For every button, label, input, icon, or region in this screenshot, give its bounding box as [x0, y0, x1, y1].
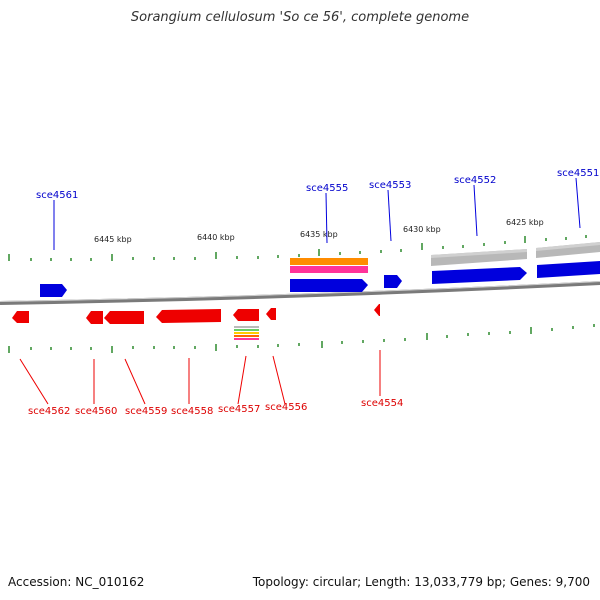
gene-sce4556 — [266, 308, 276, 320]
map-title: Sorangium cellulosum 'So ce 56', complet… — [130, 10, 470, 25]
orange-feature — [290, 258, 368, 265]
gene-label: sce4553 — [369, 180, 411, 191]
gene-label: sce4560 — [75, 406, 117, 417]
gene-label: sce4558 — [171, 406, 213, 417]
gene-sce4555 — [290, 279, 368, 292]
feature-stack — [234, 326, 259, 340]
accession-text: Accession: NC_010162 — [8, 575, 145, 589]
gene-label: sce4559 — [125, 406, 167, 417]
chromosome-backbone — [0, 281, 600, 305]
lower-ticks — [8, 324, 595, 353]
ruler-label: 6430 kbp — [403, 225, 441, 234]
gene-sce4551 — [537, 261, 600, 278]
ruler-label: 6425 kbp — [506, 218, 544, 227]
gene-sce4558 — [156, 309, 221, 323]
reverse-genes — [12, 304, 380, 324]
gene-sce4557 — [233, 309, 259, 321]
gene-label: sce4556 — [265, 402, 307, 413]
upper-ticks — [8, 235, 587, 261]
genome-summary-text: Topology: circular; Length: 13,033,779 b… — [252, 575, 590, 589]
ruler-label: 6445 kbp — [94, 235, 132, 244]
gene-label: sce4552 — [454, 175, 496, 186]
forward-genes — [40, 261, 600, 297]
gene-label: sce4562 — [28, 406, 70, 417]
feature-track-grey — [431, 242, 600, 266]
gene-sce4554 — [374, 304, 380, 316]
gene-sce4562 — [12, 311, 29, 323]
gene-sce4561 — [40, 284, 67, 297]
gene-label: sce4555 — [306, 183, 348, 194]
gene-label: sce4561 — [36, 190, 78, 201]
gene-label: sce4557 — [218, 404, 260, 415]
gene-sce4552 — [432, 267, 527, 284]
ruler-label: 6440 kbp — [197, 233, 235, 242]
gene-sce4560 — [86, 311, 103, 324]
ruler-label: 6435 kbp — [300, 230, 338, 239]
pink-feature — [290, 266, 368, 273]
gene-sce4559 — [104, 311, 144, 324]
gene-sce4553 — [384, 275, 402, 288]
gene-label: sce4551 — [557, 168, 599, 179]
gene-label: sce4554 — [361, 398, 403, 409]
